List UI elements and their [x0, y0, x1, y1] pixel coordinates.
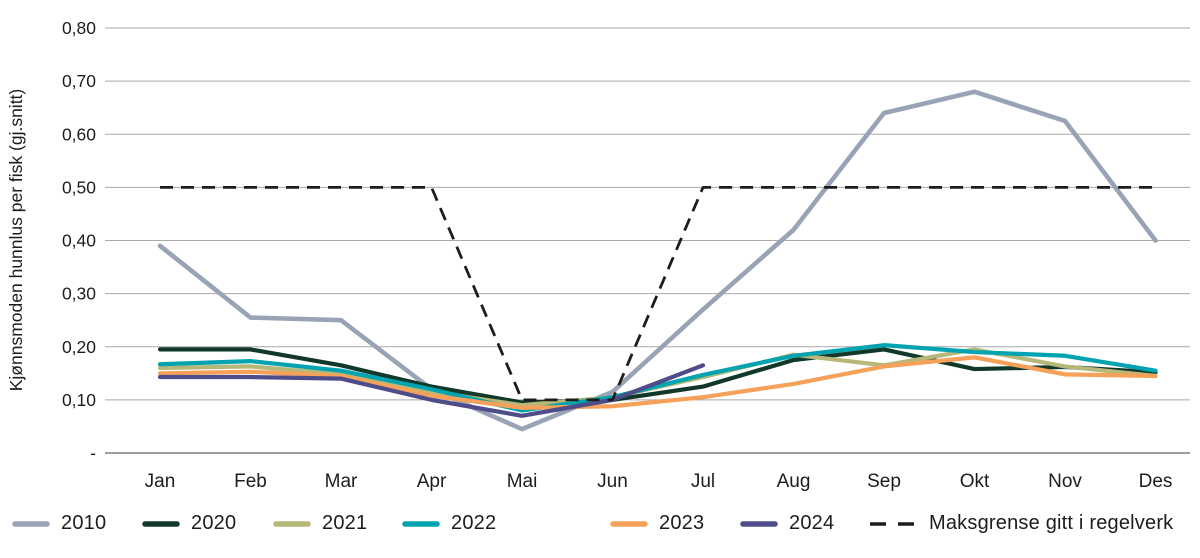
lice-chart: - 0,10 0,20 0,30 0,40 0,50 0,60 0,70 0,80 Jan Feb…	[6, 18, 1190, 492]
legend-line-swatch	[740, 520, 778, 527]
x-tick-label-nov: Nov	[1048, 471, 1082, 492]
x-tick-label-mai: Mai	[507, 471, 538, 492]
y-axis-title: Kjønnsmoden hunnlus per fisk (gj.snitt)	[6, 89, 26, 392]
y-tick-label: 0,40	[62, 231, 96, 251]
series-line-2023	[157, 355, 1158, 410]
legend-line-swatch	[12, 520, 50, 527]
legend-label: Maksgrense gitt i regelverk	[929, 512, 1174, 534]
y-axis-tick-labels: - 0,10 0,20 0,30 0,40 0,50 0,60 0,70 0,80	[62, 18, 96, 463]
legend-item-2022: 2022	[402, 512, 496, 535]
legend-label: 2010	[61, 512, 107, 534]
x-tick-label-feb: Feb	[234, 471, 267, 492]
x-tick-label-jan: Jan	[145, 471, 176, 492]
legend-label: 2021	[322, 512, 368, 534]
legend-item-2020: 2020	[142, 512, 236, 535]
legend-item-2010: 2010	[12, 512, 106, 535]
series-line-2022	[157, 343, 1158, 413]
x-tick-label-des: Des	[1139, 471, 1173, 492]
x-tick-label-okt: Okt	[960, 471, 990, 492]
y-tick-label: 0,10	[62, 390, 96, 410]
y-tick-label: 0,70	[62, 71, 96, 91]
legend-item-2021: 2021	[273, 512, 367, 535]
legend-label: 2020	[191, 512, 237, 534]
x-tick-label-apr: Apr	[417, 471, 447, 492]
x-tick-label-jul: Jul	[691, 471, 715, 492]
y-tick-label: 0,80	[62, 18, 96, 38]
x-axis-tick-labels: Jan Feb Mar Apr Mai Jun Jul Aug Sep Okt Nov Des	[145, 471, 1173, 492]
x-tick-label-mar: Mar	[325, 471, 358, 492]
legend-item-maksgrense: Maksgrense gitt i regelverk	[870, 512, 1173, 535]
x-tick-label-aug: Aug	[777, 471, 811, 492]
legend-line-swatch	[142, 520, 180, 527]
legend-line-swatch	[610, 520, 648, 527]
series-line-2020	[157, 347, 1158, 405]
y-tick-label: 0,60	[62, 124, 96, 144]
legend-item-2023: 2023	[610, 512, 704, 535]
legend-label: 2023	[659, 512, 705, 534]
legend-label: 2024	[789, 512, 835, 534]
legend-item-2024: 2024	[740, 512, 834, 535]
y-tick-label: 0,50	[62, 177, 96, 197]
legend-label: 2022	[451, 512, 497, 534]
legend-line-swatch	[870, 521, 916, 526]
x-tick-label-sep: Sep	[867, 471, 901, 492]
y-tick-label: -	[90, 443, 96, 463]
x-tick-label-jun: Jun	[597, 471, 628, 492]
series-line-2010	[157, 89, 1158, 432]
chart-legend: 2010 2020 2021 2022 2023 2024 Maksgrense gitt …	[0, 500, 1200, 556]
legend-line-swatch	[273, 520, 311, 527]
legend-line-swatch	[402, 520, 440, 527]
series-lines	[157, 89, 1158, 432]
y-tick-label: 0,30	[62, 284, 96, 304]
gridlines	[105, 27, 1190, 454]
y-tick-label: 0,20	[62, 337, 96, 357]
